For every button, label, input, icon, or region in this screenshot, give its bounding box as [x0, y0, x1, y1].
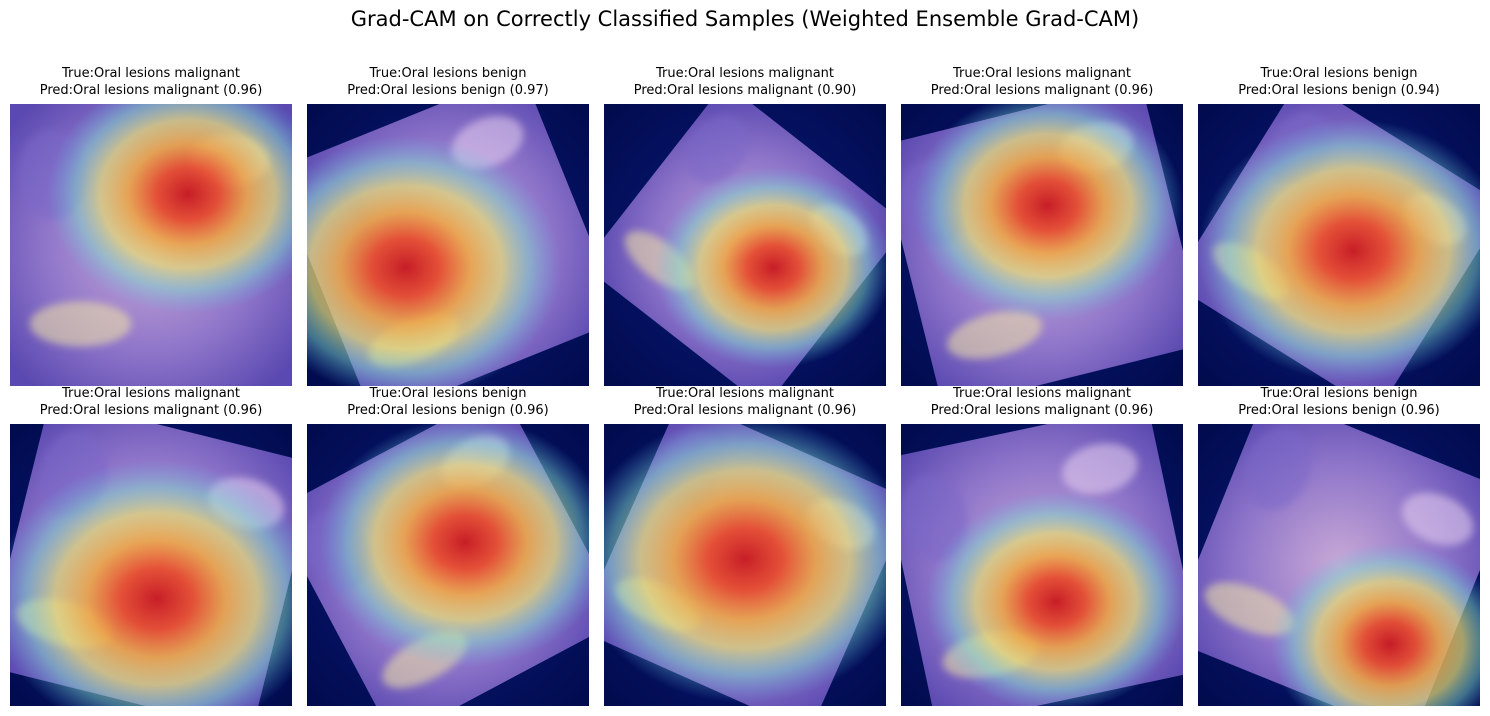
- pred-label: Pred:Oral lesions benign (0.96): [347, 403, 549, 418]
- heatmap-svg: [604, 104, 886, 386]
- gradcam-heatmap-image: [604, 424, 886, 706]
- true-label: True:Oral lesions benign: [369, 386, 527, 401]
- gradcam-heatmap-image: [307, 104, 589, 386]
- pred-label: Pred:Oral lesions benign (0.97): [347, 83, 549, 98]
- heatmap-svg: [10, 104, 292, 386]
- heatmap-svg: [1198, 424, 1480, 706]
- gradcam-heatmap-image: [1198, 424, 1480, 706]
- true-label: True:Oral lesions benign: [1260, 66, 1418, 81]
- heatmap-svg: [307, 424, 589, 706]
- heatmap-svg: [307, 104, 589, 386]
- gradcam-heatmap-image: [10, 424, 292, 706]
- heatmap-svg: [901, 104, 1183, 386]
- gradcam-heatmap-image: [901, 424, 1183, 706]
- pred-label: Pred:Oral lesions benign (0.94): [1238, 83, 1440, 98]
- heatmap-svg: [604, 424, 886, 706]
- true-label: True:Oral lesions malignant: [61, 66, 241, 81]
- true-label: True:Oral lesions benign: [1260, 386, 1418, 401]
- pred-label: Pred:Oral lesions malignant (0.96): [39, 403, 263, 418]
- heatmap-svg: [1198, 104, 1480, 386]
- true-label: True:Oral lesions malignant: [655, 66, 835, 81]
- pred-label: Pred:Oral lesions malignant (0.96): [633, 403, 857, 418]
- gradcam-heatmap-image: [1198, 104, 1480, 386]
- true-label: True:Oral lesions benign: [369, 66, 527, 81]
- gradcam-heatmap-image: [307, 424, 589, 706]
- true-label: True:Oral lesions malignant: [61, 386, 241, 401]
- gradcam-heatmap-image: [901, 104, 1183, 386]
- true-label: True:Oral lesions malignant: [952, 386, 1132, 401]
- gradcam-heatmap-image: [10, 104, 292, 386]
- figure-title: Grad-CAM on Correctly Classified Samples…: [350, 7, 1140, 31]
- true-label: True:Oral lesions malignant: [655, 386, 835, 401]
- gradcam-heatmap-image: [604, 104, 886, 386]
- pred-label: Pred:Oral lesions malignant (0.96): [39, 83, 263, 98]
- pred-label: Pred:Oral lesions benign (0.96): [1238, 403, 1440, 418]
- true-label: True:Oral lesions malignant: [952, 66, 1132, 81]
- pred-label: Pred:Oral lesions malignant (0.96): [930, 83, 1154, 98]
- pred-label: Pred:Oral lesions malignant (0.96): [930, 403, 1154, 418]
- heatmap-svg: [10, 424, 292, 706]
- heatmap-svg: [901, 424, 1183, 706]
- pred-label: Pred:Oral lesions malignant (0.90): [633, 83, 857, 98]
